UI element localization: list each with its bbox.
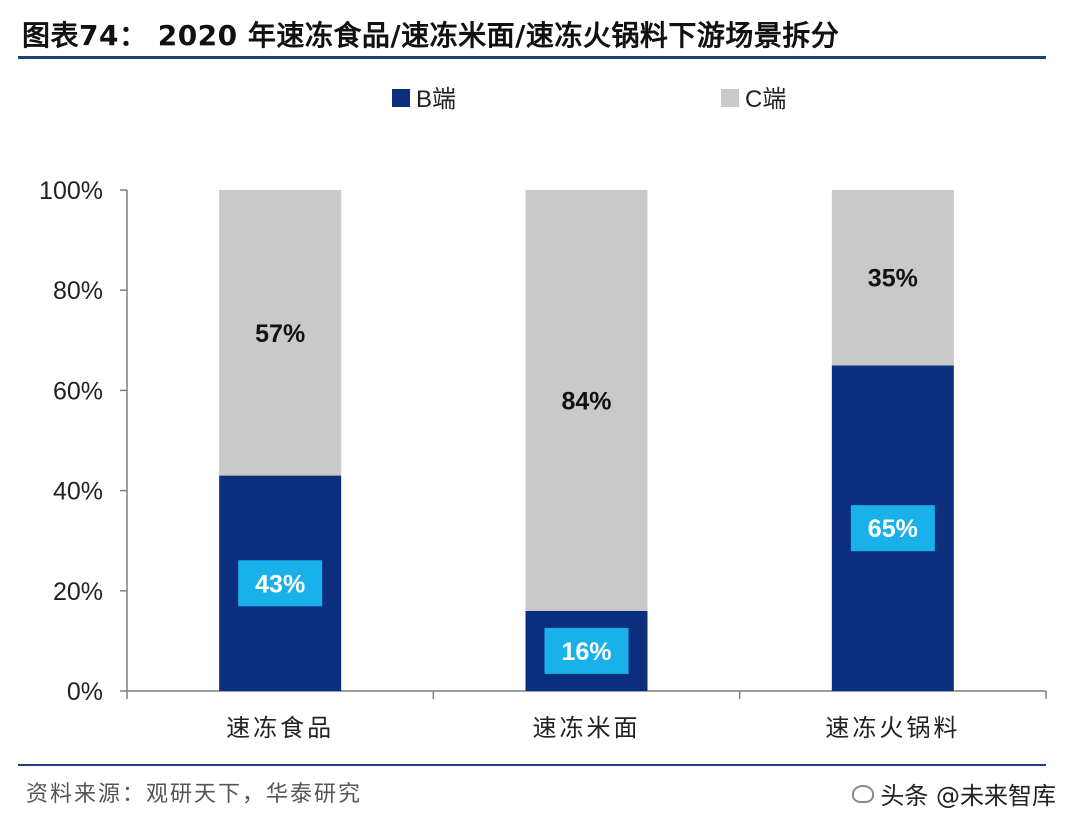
watermark-text: 头条 @未来智库 bbox=[880, 782, 1056, 810]
bar-c-end bbox=[831, 190, 954, 366]
y-tick-label: 60% bbox=[53, 377, 103, 405]
data-label: 57% bbox=[255, 320, 305, 348]
footer-divider bbox=[18, 764, 1046, 766]
stacked-bar-chart: 0% 20% 40% 60% 80% 100% 43% 57% 速冻食品 16% 84% 速冻米面 65… bbox=[39, 86, 1047, 742]
title-divider bbox=[18, 56, 1046, 59]
y-tick-label: 0% bbox=[67, 678, 103, 706]
data-label: 35% bbox=[868, 265, 918, 293]
x-tick-label: 速冻食品 bbox=[226, 715, 334, 742]
bar-c-end bbox=[525, 190, 648, 611]
watermark: 头条 @未来智库 bbox=[852, 776, 1056, 811]
source-note: 资料来源：观研天下，华泰研究 bbox=[26, 782, 363, 807]
chart-title: 图表74： 2020 年速冻食品/速冻米面/速冻火锅料下游场景拆分 bbox=[22, 19, 840, 52]
wechat-logo-icon bbox=[852, 784, 875, 803]
y-tick-label: 40% bbox=[53, 478, 103, 506]
y-tick-label: 20% bbox=[53, 578, 103, 606]
data-label-box bbox=[850, 505, 935, 552]
data-label: 16% bbox=[561, 638, 611, 666]
data-label-box bbox=[238, 560, 323, 607]
y-tick-label: 80% bbox=[53, 277, 103, 305]
legend-label: C端 bbox=[745, 86, 786, 113]
y-tick-label: 100% bbox=[39, 177, 103, 205]
legend-swatch bbox=[721, 89, 739, 107]
data-label: 84% bbox=[561, 387, 611, 415]
x-tick-label: 速冻米面 bbox=[533, 715, 641, 742]
x-tick-label: 速冻火锅料 bbox=[825, 715, 960, 742]
legend-swatch bbox=[392, 89, 410, 107]
bar-c-end bbox=[219, 190, 342, 476]
data-label-box bbox=[544, 627, 629, 674]
data-label: 43% bbox=[255, 570, 305, 598]
data-label: 65% bbox=[868, 515, 918, 543]
legend-label: B端 bbox=[416, 86, 456, 113]
